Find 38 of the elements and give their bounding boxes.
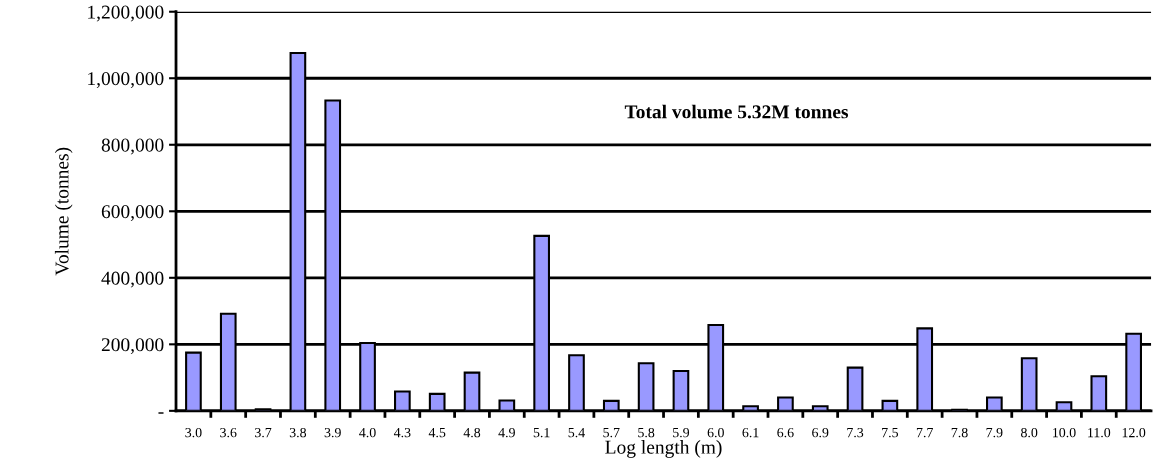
x-tick-label: 6.6 bbox=[777, 427, 794, 438]
y-axis-title: Volume (tonnes) bbox=[54, 147, 73, 276]
x-axis-title: Log length (m) bbox=[605, 440, 722, 458]
y-tick-label: 600,000 bbox=[101, 205, 164, 222]
x-tick-label: 6.9 bbox=[812, 427, 829, 438]
y-tick-label: 400,000 bbox=[101, 271, 164, 288]
x-tick-label: 3.7 bbox=[255, 427, 272, 438]
x-tick-label: 6.1 bbox=[742, 427, 759, 438]
x-tick-label: 7.3 bbox=[847, 427, 864, 438]
x-tick-label: 5.8 bbox=[638, 427, 655, 438]
y-tick-label: 800,000 bbox=[101, 138, 164, 155]
x-tick-label: 12.0 bbox=[1122, 427, 1146, 438]
x-tick-label: 3.0 bbox=[185, 427, 202, 438]
x-tick-label: 4.0 bbox=[359, 427, 376, 438]
x-tick-label: 4.9 bbox=[498, 427, 515, 438]
x-tick-label: 3.6 bbox=[220, 427, 237, 438]
x-tick-label: 8.0 bbox=[1021, 427, 1038, 438]
x-tick-label: 7.8 bbox=[951, 427, 968, 438]
x-tick-label: 7.5 bbox=[882, 428, 899, 438]
x-tick-label: 7.9 bbox=[986, 427, 1003, 438]
x-tick-label: 5.9 bbox=[673, 427, 690, 438]
y-tick-label: 200,000 bbox=[101, 338, 164, 355]
x-tick-label: 11.0 bbox=[1088, 427, 1111, 438]
x-tick-label: 5.7 bbox=[603, 428, 620, 438]
x-tick-label: 7.7 bbox=[916, 428, 933, 438]
x-tick-label: 5.1 bbox=[533, 427, 550, 438]
x-tick-label: 5.4 bbox=[568, 428, 585, 438]
y-tick-label: - bbox=[158, 412, 164, 414]
x-tick-label: 6.0 bbox=[707, 427, 724, 438]
y-tick-label: 1,200,000 bbox=[88, 5, 164, 22]
x-tick-label: 4.5 bbox=[428, 428, 446, 438]
x-tick-label: 10.0 bbox=[1053, 427, 1076, 438]
x-tick-label: 4.3 bbox=[393, 427, 411, 438]
annotation: Total volume 5.32M tonnes bbox=[624, 104, 849, 119]
x-tick-label: 3.8 bbox=[289, 427, 307, 438]
x-tick-label: 4.8 bbox=[463, 427, 481, 438]
y-tick-label: 1,000,000 bbox=[88, 72, 164, 88]
x-tick-label: 3.9 bbox=[324, 427, 341, 438]
